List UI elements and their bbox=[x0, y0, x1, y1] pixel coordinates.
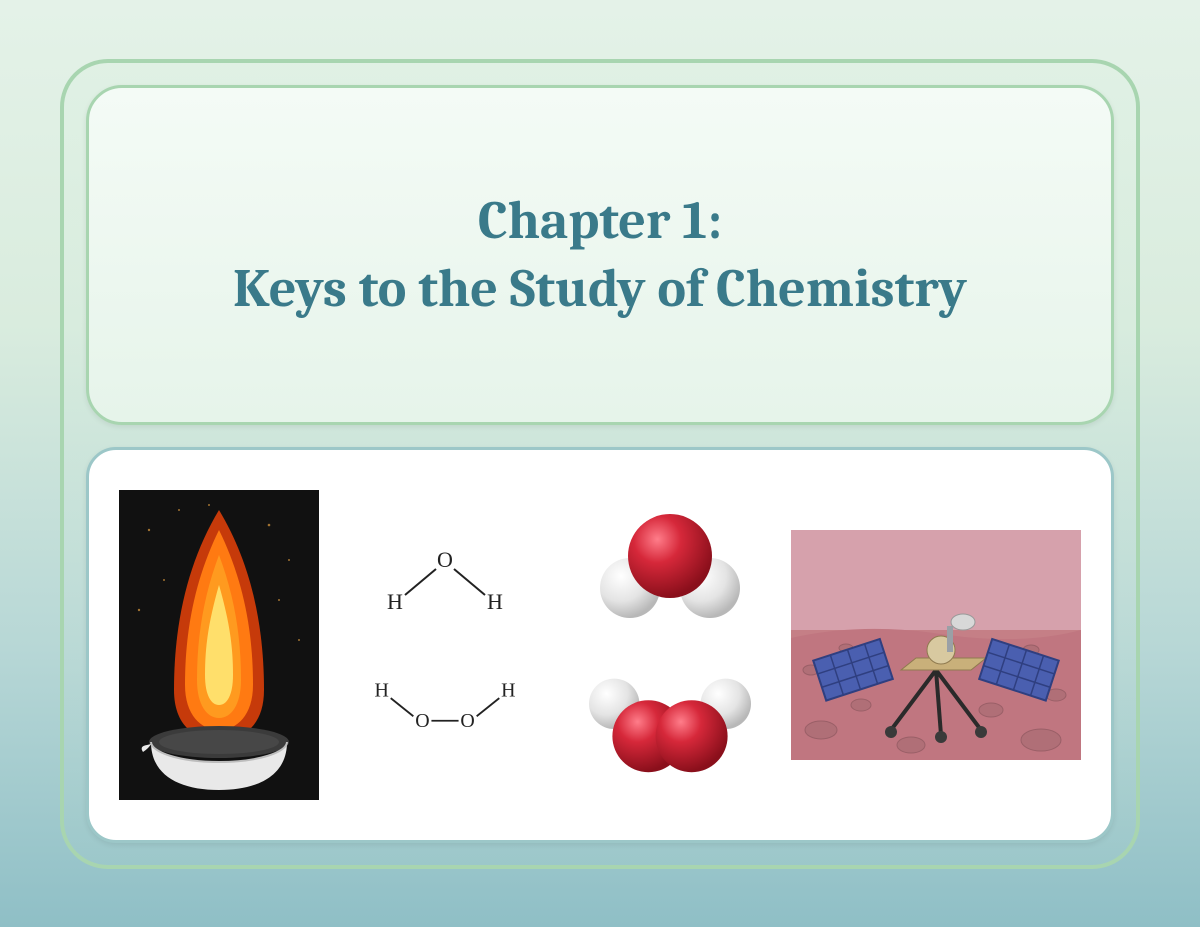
formula-water: O H H bbox=[350, 537, 540, 627]
atom-h2-label: H bbox=[501, 679, 515, 701]
molecule-water bbox=[580, 506, 760, 626]
atom-h1-label: H bbox=[374, 679, 388, 701]
title-line-2: Keys to the Study of Chemistry bbox=[233, 255, 967, 323]
mars-lander-image bbox=[791, 530, 1081, 760]
molecule-peroxide bbox=[580, 666, 760, 783]
atom-o1-label: O bbox=[415, 710, 429, 732]
structural-formulas: O H H O O H H bbox=[340, 515, 550, 775]
atom-o2-label: O bbox=[460, 710, 474, 732]
title-line-1: Chapter 1: bbox=[478, 187, 722, 255]
molecule-models bbox=[570, 495, 770, 795]
slide-outer-frame: Chapter 1: Keys to the Study of Chemistr… bbox=[60, 59, 1140, 869]
title-panel: Chapter 1: Keys to the Study of Chemistr… bbox=[86, 85, 1114, 425]
content-panel: O H H O O H H bbox=[86, 447, 1114, 843]
formula-peroxide: O O H H bbox=[350, 671, 540, 752]
atom-h-label-right: H bbox=[487, 589, 503, 614]
flame-image bbox=[119, 490, 319, 800]
atom-o-label: O bbox=[437, 547, 453, 572]
atom-h-label-left: H bbox=[387, 589, 403, 614]
